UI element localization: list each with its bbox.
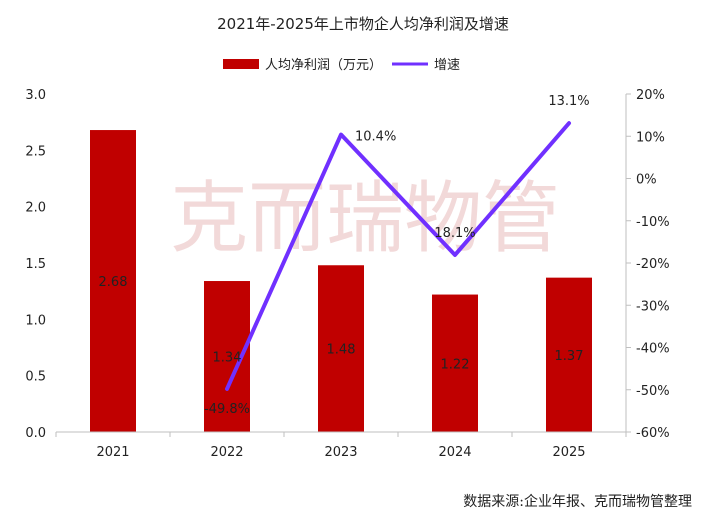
- bar-value-label-2023: 1.48: [327, 343, 356, 358]
- legend-bar-label: 人均净利润（万元）: [265, 58, 382, 73]
- right-tick-label: -10%: [636, 215, 670, 230]
- growth-line: [225, 121, 571, 391]
- bar-2024: [432, 294, 478, 432]
- left-tick-label: 1.5: [25, 257, 46, 272]
- growth-point-2023: [339, 133, 343, 137]
- left-tick-label: 1.0: [25, 313, 46, 328]
- x-tick-label-2021: 2021: [96, 445, 129, 460]
- bar-value-label-2021: 2.68: [99, 275, 128, 290]
- growth-value-label-2022: -49.8%: [204, 402, 250, 417]
- right-tick-label: -30%: [636, 299, 670, 314]
- growth-point-2024: [453, 253, 457, 257]
- right-tick-label: 10%: [636, 130, 665, 145]
- bar-series: [90, 130, 592, 432]
- legend: 人均净利润（万元） 增速: [223, 58, 460, 73]
- axes: 2021 2022 2023 2024 2025 0.0 0.5 1.0 1.5 2.0 2.5 3.…: [25, 88, 669, 460]
- growth-value-label-2024: 18.1%: [434, 226, 475, 241]
- bar-2021: [90, 130, 136, 432]
- right-tick-label: -40%: [636, 342, 670, 357]
- legend-line-label: 增速: [434, 58, 460, 73]
- chart-watermark: 克而瑞物管: [170, 174, 560, 264]
- right-tick-label: -20%: [636, 257, 670, 272]
- growth-value-label-2025: 13.1%: [548, 94, 589, 109]
- growth-value-label-2023: 10.4%: [355, 130, 396, 145]
- x-tick-label-2024: 2024: [438, 445, 471, 460]
- bar-value-label-2022: 1.34: [213, 351, 242, 366]
- growth-point-2022: [225, 387, 229, 391]
- right-tick-label: -50%: [636, 384, 670, 399]
- x-tick-label-2025: 2025: [552, 445, 585, 460]
- growth-point-2025: [567, 121, 571, 125]
- left-tick-label: 0.5: [25, 370, 46, 385]
- left-tick-label: 2.5: [25, 144, 46, 159]
- chart-title: 2021年-2025年上市物企人均净利润及增速: [217, 15, 509, 33]
- source-note: 数据来源:企业年报、克而瑞物管整理: [463, 493, 692, 510]
- bar-2023: [318, 265, 364, 432]
- right-tick-label: 0%: [636, 173, 657, 188]
- bar-value-label-2025: 1.37: [555, 349, 584, 364]
- left-tick-label: 2.0: [25, 201, 46, 216]
- right-tick-label: -60%: [636, 426, 670, 441]
- left-tick-label: 0.0: [25, 426, 46, 441]
- line-series: [225, 121, 571, 391]
- right-tick-label: 20%: [636, 88, 665, 103]
- x-tick-label-2023: 2023: [324, 445, 357, 460]
- left-tick-label: 3.0: [25, 88, 46, 103]
- bar-2025: [546, 277, 592, 432]
- bar-value-label-2024: 1.22: [441, 357, 470, 372]
- x-tick-label-2022: 2022: [210, 445, 243, 460]
- legend-bar-swatch: [223, 59, 259, 69]
- data-labels: 2.68 1.34 1.48 1.22 1.37 -49.8% 10.4% 18.1% 13.1…: [99, 94, 590, 417]
